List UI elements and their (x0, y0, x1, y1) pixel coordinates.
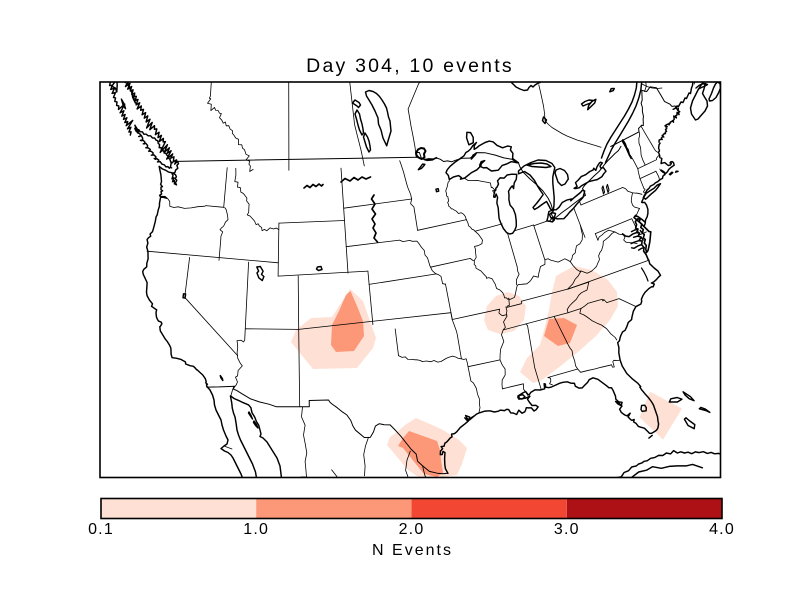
svg-text:0.1: 0.1 (88, 521, 114, 538)
svg-text:Day 304, 10 events: Day 304, 10 events (306, 55, 514, 77)
svg-text:3.0: 3.0 (554, 521, 580, 538)
svg-text:1.0: 1.0 (243, 521, 269, 538)
svg-text:2.0: 2.0 (399, 521, 425, 538)
svg-text:N Events: N Events (372, 542, 453, 559)
svg-text:4.0: 4.0 (709, 521, 735, 538)
